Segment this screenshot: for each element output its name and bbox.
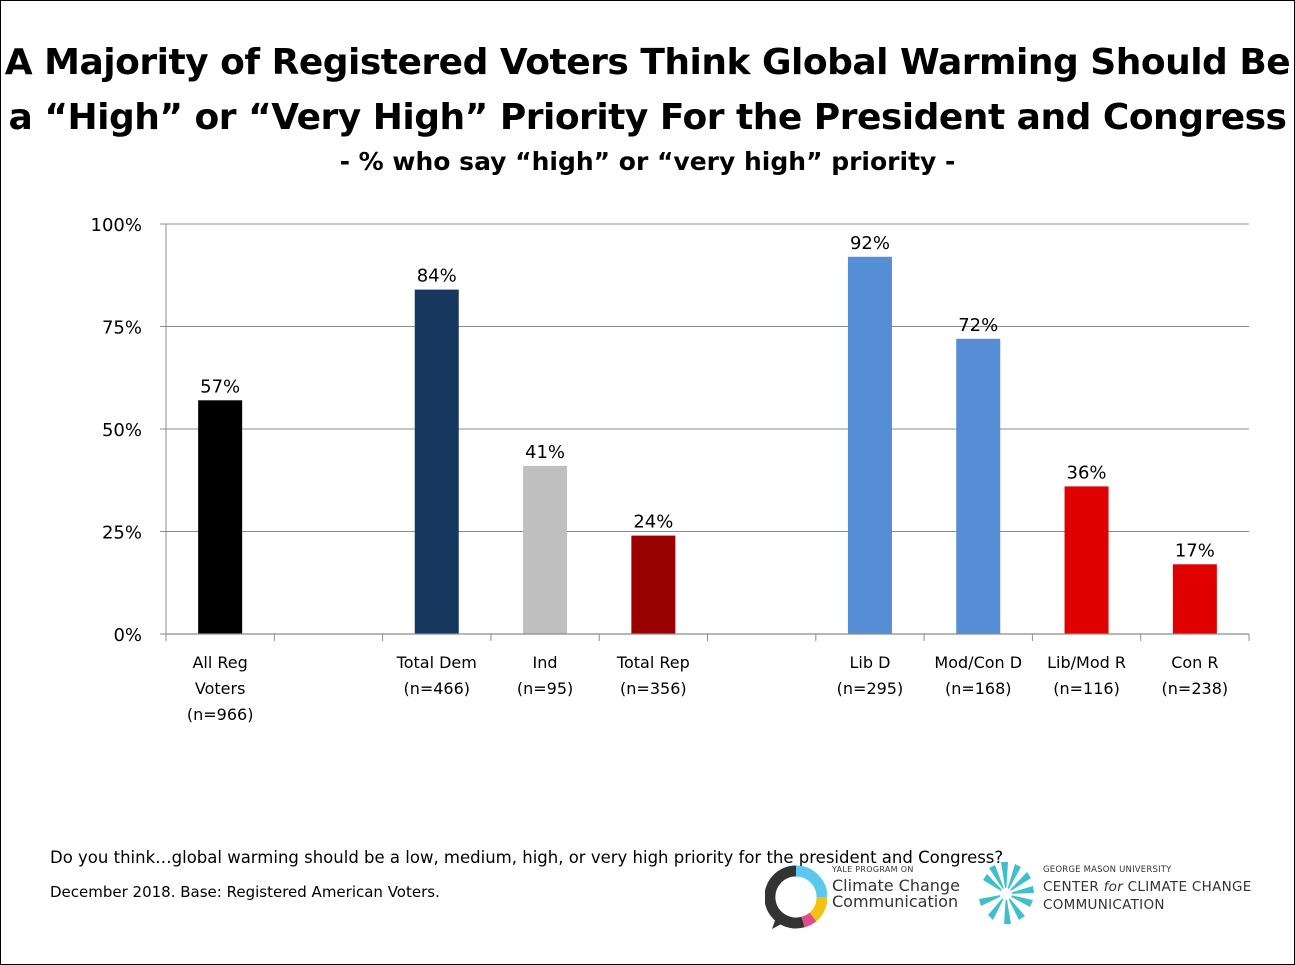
gmu-logo-line-2: COMMUNICATION xyxy=(1043,897,1165,913)
bar xyxy=(1064,486,1109,634)
gmu-burst-icon xyxy=(979,862,1034,924)
category-label: (n=116) xyxy=(1053,679,1120,698)
survey-base-note: December 2018. Base: Registered American… xyxy=(50,883,440,901)
bar-value-label: 17% xyxy=(1175,540,1215,561)
category-label: Ind xyxy=(533,653,558,672)
bar xyxy=(523,465,568,634)
bar-value-label: 41% xyxy=(525,442,565,463)
category-label: Lib D xyxy=(849,653,890,672)
bar xyxy=(956,338,1001,634)
category-label: (n=466) xyxy=(403,679,470,698)
chart-title-line-1: A Majority of Registered Voters Think Gl… xyxy=(4,42,1291,83)
y-tick-label: 0% xyxy=(113,625,142,646)
category-label: Mod/Con D xyxy=(934,653,1022,672)
gmu-logo: GEORGE MASON UNIVERSITY CENTER for CLIMA… xyxy=(975,855,1255,935)
bar-value-label: 72% xyxy=(958,315,998,336)
category-label: Total Dem xyxy=(396,653,477,672)
yale-logo-line-2: Communication xyxy=(832,892,959,911)
category-label: All Reg xyxy=(192,653,247,672)
category-label: (n=95) xyxy=(517,679,573,698)
category-label: Lib/Mod R xyxy=(1047,653,1126,672)
bar xyxy=(414,289,459,634)
gmu-logo-line-1: CENTER for CLIMATE CHANGE xyxy=(1043,879,1252,895)
chart-title-line-2: a “High” or “Very High” Priority For the… xyxy=(8,97,1287,138)
yale-logo-line-1: Climate Change xyxy=(832,876,960,895)
bar-value-label: 92% xyxy=(850,233,890,254)
bar xyxy=(847,256,892,634)
y-tick-label: 50% xyxy=(102,420,142,441)
yale-ring-icon xyxy=(765,865,827,929)
y-tick-label: 75% xyxy=(102,318,142,339)
category-label: (n=238) xyxy=(1162,679,1229,698)
bar-value-label: 36% xyxy=(1067,462,1107,483)
yale-logo: YALE PROGRAM ON Climate Change Communica… xyxy=(765,855,965,935)
gmu-logo-small-text: GEORGE MASON UNIVERSITY xyxy=(1043,865,1172,875)
bar-value-label: 84% xyxy=(417,266,457,287)
bar-value-label: 24% xyxy=(633,512,673,533)
category-label: (n=966) xyxy=(187,705,254,724)
category-label: Total Rep xyxy=(616,653,690,672)
chart-subtitle: - % who say “high” or “very high” priori… xyxy=(339,147,956,176)
y-tick-label: 100% xyxy=(91,215,142,236)
bar-value-label: 57% xyxy=(200,376,240,397)
category-label: (n=168) xyxy=(945,679,1012,698)
y-tick-label: 25% xyxy=(102,523,142,544)
survey-question-note: Do you think…global warming should be a … xyxy=(50,848,1004,867)
category-label: (n=295) xyxy=(837,679,904,698)
category-label: Voters xyxy=(195,679,246,698)
bar xyxy=(631,535,676,634)
bar xyxy=(1172,564,1217,634)
bar xyxy=(198,400,243,634)
category-label: (n=356) xyxy=(620,679,687,698)
category-label: Con R xyxy=(1171,653,1218,672)
yale-logo-small-text: YALE PROGRAM ON xyxy=(832,865,914,874)
